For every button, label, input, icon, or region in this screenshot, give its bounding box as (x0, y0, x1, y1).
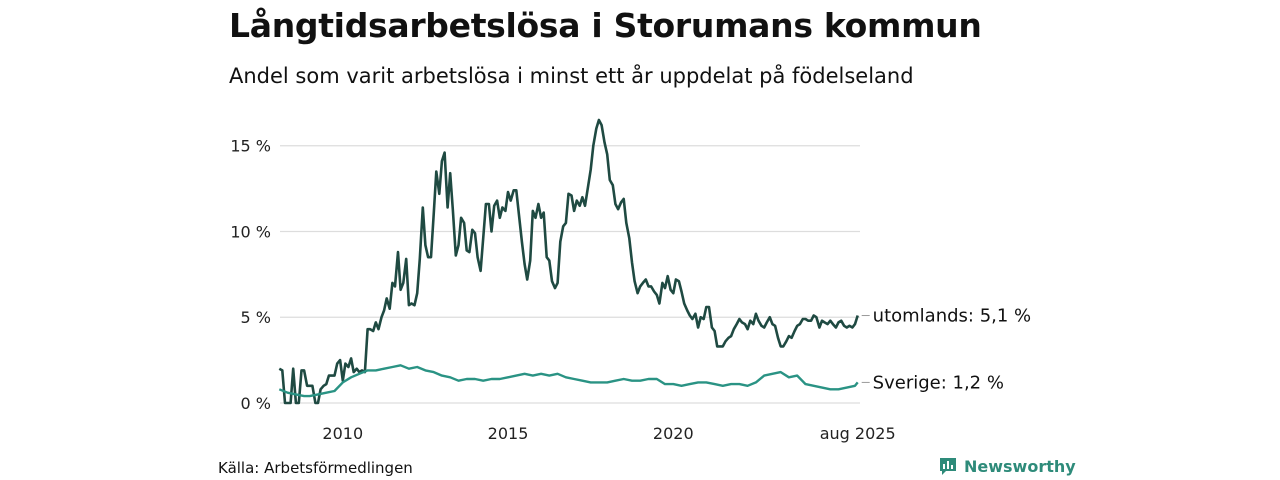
bar-chart-logo-icon (940, 458, 956, 475)
source-note: Källa: Arbetsförmedlingen (218, 459, 413, 477)
gridlines (280, 145, 860, 404)
series-line-utomlands (278, 118, 859, 405)
x-axis-ticks: 2010 2015 2020 aug 2025 (322, 424, 895, 443)
x-tick-label: 2020 (653, 424, 694, 443)
chart-subtitle: Andel som varit arbetslösa i minst ett å… (229, 64, 914, 88)
y-tick-label: 10 % (230, 222, 271, 241)
series-end-labels: utomlands: 5,1 % Sverige: 1,2 % (861, 306, 1031, 393)
y-axis-ticks: 0 % 5 % 10 % 15 % (230, 137, 271, 413)
series-lines (278, 118, 859, 405)
x-tick-label: 2015 (488, 424, 529, 443)
x-tick-label: aug 2025 (820, 424, 896, 443)
brand-name: Newsworthy (964, 456, 1076, 476)
series-end-label-sverige: Sverige: 1,2 % (873, 372, 1004, 393)
chart-title: Långtidsarbetslösa i Storumans kommun (229, 6, 982, 45)
y-tick-label: 0 % (241, 394, 271, 413)
brand-logo: Newsworthy (938, 456, 1076, 476)
y-tick-label: 5 % (241, 308, 271, 327)
series-line-sverige (278, 364, 859, 398)
series-end-label-utomlands: utomlands: 5,1 % (873, 306, 1031, 327)
x-tick-label: 2010 (322, 424, 363, 443)
y-tick-label: 15 % (230, 137, 271, 156)
